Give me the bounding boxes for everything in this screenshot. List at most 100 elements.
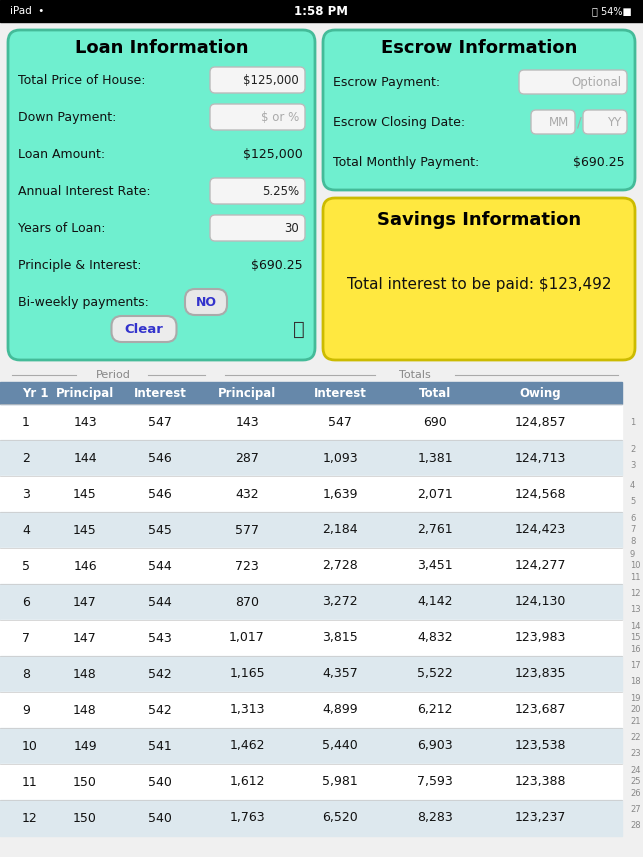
FancyBboxPatch shape — [210, 178, 305, 204]
FancyBboxPatch shape — [583, 110, 627, 134]
Text: Escrow Information: Escrow Information — [381, 39, 577, 57]
Text: Escrow Closing Date:: Escrow Closing Date: — [333, 116, 465, 129]
Text: 18: 18 — [630, 677, 640, 686]
Text: 4,142: 4,142 — [417, 596, 453, 608]
Text: 5,981: 5,981 — [322, 776, 358, 788]
Bar — [0, 584, 622, 620]
Text: $690.25: $690.25 — [251, 259, 303, 272]
Text: 147: 147 — [73, 596, 97, 608]
Text: 22: 22 — [630, 733, 640, 741]
Text: Clear: Clear — [124, 322, 163, 335]
Text: 4,832: 4,832 — [417, 632, 453, 644]
Text: 3,451: 3,451 — [417, 560, 453, 572]
Text: 6,212: 6,212 — [417, 704, 453, 716]
Text: Bi-weekly payments:: Bi-weekly payments: — [18, 296, 149, 309]
Text: 2: 2 — [630, 445, 635, 453]
Text: 10: 10 — [22, 740, 38, 752]
Text: 143: 143 — [235, 416, 259, 428]
FancyBboxPatch shape — [323, 198, 635, 360]
Text: 27: 27 — [630, 805, 640, 813]
Text: 145: 145 — [73, 524, 97, 536]
Text: 123,983: 123,983 — [514, 632, 566, 644]
Text: 1,639: 1,639 — [322, 488, 358, 500]
Text: 3,815: 3,815 — [322, 632, 358, 644]
Text: Owing: Owing — [519, 387, 561, 399]
Text: 24: 24 — [630, 766, 640, 775]
Text: 7: 7 — [22, 632, 30, 644]
Text: 1,093: 1,093 — [322, 452, 358, 464]
Text: 10: 10 — [630, 561, 640, 571]
Text: 17: 17 — [630, 661, 640, 669]
FancyBboxPatch shape — [323, 30, 635, 190]
Bar — [0, 382, 622, 404]
FancyBboxPatch shape — [531, 110, 575, 134]
Text: 124,130: 124,130 — [514, 596, 566, 608]
Text: 6: 6 — [22, 596, 30, 608]
Text: Total interest to be paid: $123,492: Total interest to be paid: $123,492 — [347, 277, 611, 291]
Text: 20: 20 — [630, 705, 640, 715]
Text: 11: 11 — [630, 573, 640, 582]
Text: 123,835: 123,835 — [514, 668, 566, 680]
Text: 577: 577 — [235, 524, 259, 536]
Text: 30: 30 — [284, 221, 299, 235]
Bar — [0, 692, 622, 728]
Text: 14: 14 — [630, 622, 640, 631]
Text: Ⓘ 54%■: Ⓘ 54%■ — [592, 6, 632, 16]
Bar — [0, 620, 622, 656]
Text: 3: 3 — [22, 488, 30, 500]
Text: 1,017: 1,017 — [229, 632, 265, 644]
Text: 15: 15 — [630, 633, 640, 643]
Text: Savings Information: Savings Information — [377, 211, 581, 229]
Text: Totals: Totals — [399, 370, 431, 380]
Text: 1,462: 1,462 — [230, 740, 265, 752]
Text: 8: 8 — [630, 537, 635, 546]
Text: 147: 147 — [73, 632, 97, 644]
Bar — [0, 440, 622, 476]
Text: 4: 4 — [630, 481, 635, 489]
Bar — [0, 764, 622, 800]
Text: Interest: Interest — [314, 387, 367, 399]
Text: Optional: Optional — [571, 75, 621, 88]
Text: 1: 1 — [630, 417, 635, 427]
Text: $125,000: $125,000 — [243, 74, 299, 87]
Text: $690.25: $690.25 — [574, 155, 625, 169]
Text: 2: 2 — [22, 452, 30, 464]
Text: 1: 1 — [22, 416, 30, 428]
Text: 544: 544 — [148, 560, 172, 572]
Text: Total: Total — [419, 387, 451, 399]
Text: 9: 9 — [22, 704, 30, 716]
FancyBboxPatch shape — [8, 30, 315, 360]
Text: 19: 19 — [630, 694, 640, 703]
Text: ⓘ: ⓘ — [293, 320, 305, 339]
Bar — [0, 476, 622, 512]
Text: 5,440: 5,440 — [322, 740, 358, 752]
Text: 124,713: 124,713 — [514, 452, 566, 464]
Text: 723: 723 — [235, 560, 259, 572]
Text: Principle & Interest:: Principle & Interest: — [18, 259, 141, 272]
Bar — [0, 512, 622, 548]
Text: 1,165: 1,165 — [229, 668, 265, 680]
Text: 5: 5 — [630, 497, 635, 506]
Text: 11: 11 — [22, 776, 38, 788]
Text: 5.25%: 5.25% — [262, 184, 299, 197]
Text: 6,520: 6,520 — [322, 812, 358, 824]
Text: 9: 9 — [630, 550, 635, 559]
Text: 540: 540 — [148, 812, 172, 824]
Text: 546: 546 — [148, 488, 172, 500]
Text: 23: 23 — [630, 749, 640, 758]
Text: 7,593: 7,593 — [417, 776, 453, 788]
Text: 547: 547 — [328, 416, 352, 428]
Text: 143: 143 — [73, 416, 97, 428]
FancyBboxPatch shape — [210, 104, 305, 130]
Text: 432: 432 — [235, 488, 259, 500]
Text: 543: 543 — [148, 632, 172, 644]
Bar — [0, 548, 622, 584]
Text: 123,388: 123,388 — [514, 776, 566, 788]
FancyBboxPatch shape — [111, 316, 176, 342]
Text: 540: 540 — [148, 776, 172, 788]
Text: 16: 16 — [630, 645, 640, 654]
Text: 542: 542 — [148, 668, 172, 680]
FancyBboxPatch shape — [210, 215, 305, 241]
Text: 123,538: 123,538 — [514, 740, 566, 752]
Text: 3: 3 — [630, 461, 635, 470]
